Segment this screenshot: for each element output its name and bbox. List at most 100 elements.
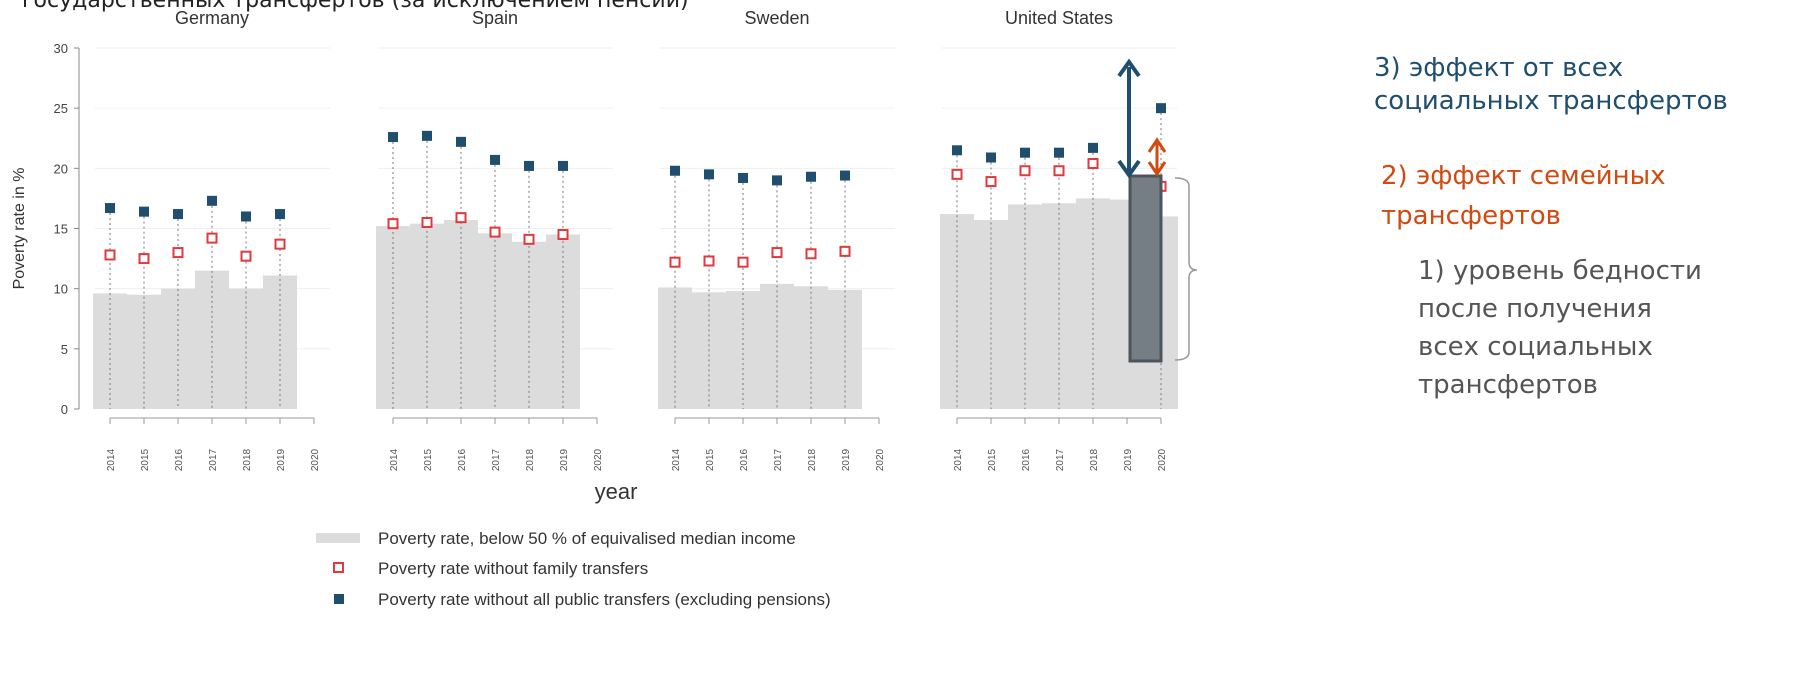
marker-without-family-transfers (489, 226, 501, 238)
marker-without-family-transfers (240, 250, 252, 262)
marker-without-family-transfers (771, 247, 783, 259)
marker-without-all-transfers (952, 145, 962, 156)
marker-without-all-transfers (670, 165, 680, 176)
marker-without-family-transfers (274, 238, 286, 250)
legend-item: Poverty rate without family transfers (333, 559, 648, 578)
y-tick-label: 10 (54, 282, 68, 297)
annotation-poverty-level: 1) уровень бедности после получения всех… (1418, 252, 1702, 404)
x-tick-label: 2015 (987, 448, 998, 471)
marker-without-all-transfers (422, 130, 432, 141)
panel-title: Sweden (744, 8, 809, 28)
marker-without-all-transfers (139, 206, 149, 217)
annotation-poverty-line: всех социальных (1418, 332, 1653, 362)
marker-without-all-transfers (806, 171, 816, 182)
x-tick-label: 2016 (739, 448, 750, 471)
legend-item: Poverty rate without all public transfer… (334, 590, 831, 609)
x-tick-label: 2018 (242, 448, 253, 471)
panel-germany: Germany 2014 2015 2016 2017 2018 2019 2020 (93, 8, 321, 471)
y-tick-label: 25 (54, 101, 68, 116)
poverty-bar (828, 289, 862, 409)
annotation-family-transfers-line2: трансфертов (1381, 201, 1561, 231)
annotation-overlay (1117, 58, 1198, 363)
marker-without-family-transfers (387, 218, 399, 230)
marker-without-all-transfers (840, 170, 850, 181)
annotation-all-transfers-line1: 3) эффект от всех (1374, 53, 1624, 83)
x-tick-label: 2014 (106, 448, 117, 471)
arrow-head-down (1117, 159, 1141, 179)
panel-title: Germany (175, 8, 249, 28)
marker-without-family-transfers (557, 229, 569, 241)
x-tick-label: 2017 (773, 448, 784, 471)
x-tick-label: 2016 (1021, 448, 1032, 471)
legend-label: Poverty rate, below 50 % of equivalised … (378, 529, 796, 548)
x-tick-label: 2019 (559, 448, 570, 471)
marker-without-family-transfers (455, 212, 467, 224)
marker-without-family-transfers (737, 256, 749, 268)
marker-without-all-transfers (105, 203, 115, 214)
x-axis-label: year (595, 479, 638, 504)
legend-swatch-bar (316, 533, 360, 543)
annotation-poverty-line: после получения (1418, 294, 1652, 324)
annotation-all-transfers: 3) эффект от всех социальных трансфертов (1374, 52, 1728, 117)
x-tick-label: 2016 (457, 448, 468, 471)
marker-without-all-transfers (772, 175, 782, 186)
highlight-bar (1128, 174, 1163, 363)
y-tick-label: 0 (61, 402, 68, 417)
marker-without-all-transfers (1088, 142, 1098, 153)
x-tick-label: 2019 (276, 448, 287, 471)
y-tick-label: 30 (54, 41, 68, 56)
marker-without-all-transfers (456, 136, 466, 147)
x-tick-label: 2018 (807, 448, 818, 471)
marker-without-family-transfers (172, 247, 184, 259)
marker-without-family-transfers (951, 168, 963, 180)
marker-without-family-transfers (104, 249, 116, 261)
marker-without-all-transfers (558, 160, 568, 171)
y-tick-label: 5 (61, 342, 68, 357)
legend-swatch-filled (334, 594, 344, 604)
marker-without-all-transfers (1156, 103, 1166, 114)
x-tick-label: 2014 (953, 448, 964, 471)
x-tick-label: 2015 (705, 448, 716, 471)
poverty-bar (93, 293, 127, 409)
panel-sweden: Sweden 2014 2015 2016 2017 2018 2019 2020 (658, 8, 886, 471)
arrow-head-up (1117, 58, 1141, 78)
x-tick-label: 2019 (1123, 448, 1134, 471)
marker-without-family-transfers (1019, 165, 1031, 177)
x-tick-label: 2016 (174, 448, 185, 471)
x-tick-label: 2015 (423, 448, 434, 471)
panel-title: United States (1005, 8, 1113, 28)
arrow-head-up (1147, 137, 1167, 153)
marker-without-family-transfers (805, 248, 817, 260)
marker-without-all-transfers (207, 195, 217, 206)
marker-without-all-transfers (275, 209, 285, 220)
x-tick-label: 2017 (208, 448, 219, 471)
marker-without-family-transfers (703, 255, 715, 267)
y-axis-label: Poverty rate in % (11, 168, 28, 290)
x-tick-label: 2020 (875, 448, 886, 471)
legend-item: Poverty rate, below 50 % of equivalised … (316, 529, 796, 548)
marker-without-family-transfers (421, 216, 433, 228)
marker-without-all-transfers (1020, 147, 1030, 158)
marker-without-family-transfers (523, 233, 535, 245)
annotation-all-transfers-line2: социальных трансфертов (1374, 85, 1728, 116)
legend-label: Poverty rate without family transfers (378, 559, 648, 578)
legend-label: Poverty rate without all public transfer… (378, 590, 831, 609)
brace (1174, 177, 1198, 361)
poverty-bar (161, 288, 195, 409)
annotation-family-transfers-line1: 2) эффект семейных (1381, 161, 1666, 191)
marker-without-all-transfers (241, 211, 251, 222)
x-tick-label: 2019 (841, 448, 852, 471)
x-tick-label: 2014 (671, 448, 682, 471)
annotation-poverty-line: 1) уровень бедности (1418, 256, 1702, 286)
partial-title: государственных трансфертов (за исключен… (22, 0, 689, 13)
x-tick-label: 2018 (1089, 448, 1100, 471)
y-tick-label: 20 (54, 161, 68, 176)
poverty-bar (1042, 203, 1076, 409)
marker-without-all-transfers (986, 152, 996, 163)
legend: Poverty rate, below 50 % of equivalised … (316, 529, 831, 609)
poverty-bar (263, 275, 297, 409)
marker-without-family-transfers (206, 232, 218, 244)
x-tick-label: 2017 (1055, 448, 1066, 471)
